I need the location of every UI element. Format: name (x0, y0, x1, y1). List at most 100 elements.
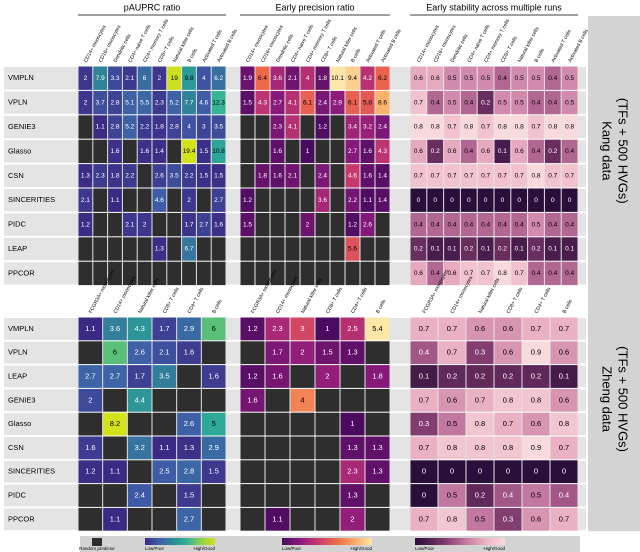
cell-value: 2 (300, 348, 304, 357)
cell-value: 0.1 (498, 148, 507, 155)
cell-value: 2.9 (184, 324, 194, 333)
cell-value: 0 (506, 467, 510, 476)
random-cell (152, 484, 177, 507)
random-cell (103, 436, 127, 460)
cell-value: 2 (84, 99, 88, 106)
cell-value: 1.3 (184, 443, 194, 452)
heat-cell (196, 90, 211, 115)
cell-value: 0.4 (498, 75, 507, 82)
cell-value: 2 (158, 75, 162, 82)
cell-value: 1.6 (208, 371, 218, 380)
cell-value: 1.1 (110, 197, 119, 204)
heat-cell (460, 139, 477, 164)
heat-cell (122, 66, 137, 90)
heat-cell (182, 115, 196, 139)
heat-cell (466, 460, 494, 484)
cell-value: 8.2 (110, 419, 120, 428)
cell-value: 0.6 (447, 395, 457, 404)
random-cell (122, 188, 137, 212)
cell-value: 2.7 (85, 371, 95, 380)
random-cell (330, 164, 345, 188)
cell-value: 9.4 (348, 75, 357, 82)
cell-value: 0.4 (481, 221, 490, 228)
random-cell (103, 388, 127, 412)
cell-value: 0.2 (548, 148, 557, 155)
heat-cell (494, 388, 522, 412)
heat-cell (300, 212, 315, 237)
heat-cell (182, 212, 196, 237)
heat-cell (528, 66, 544, 90)
random-cell (152, 261, 167, 286)
cell-value: 2.1 (81, 197, 90, 204)
heat-cell (137, 90, 152, 115)
cell-value: 1.6 (85, 443, 95, 452)
cell-value: 1.7 (134, 371, 144, 380)
cell-value: 0.8 (475, 443, 485, 452)
heat-cell (528, 237, 544, 261)
random-cell (300, 115, 315, 139)
heat-cell (561, 139, 578, 164)
cell-value: 0 (467, 197, 471, 204)
cell-value: 3.4 (348, 124, 357, 131)
cell-value: 0.4 (565, 270, 574, 277)
cell-value: 0.6 (531, 514, 541, 523)
cell-value: 2.8 (170, 124, 179, 131)
heat-cell (290, 341, 315, 365)
cell-value: 1.6 (214, 221, 223, 228)
heat-cell (93, 90, 108, 115)
cell-value: 0.8 (414, 124, 423, 131)
heat-cell (410, 115, 427, 139)
heat-cell (444, 90, 460, 115)
heat-cell (152, 460, 177, 484)
random-cell (137, 188, 152, 212)
legend-high: High/Good (350, 546, 372, 551)
heat-cell (137, 139, 152, 164)
random-cell (255, 212, 270, 237)
random-cell (255, 139, 270, 164)
heat-cell (444, 212, 460, 237)
cell-value: 0.6 (531, 419, 541, 428)
heat-cell (550, 507, 578, 531)
cell-value: 0.7 (447, 124, 456, 131)
heat-cell (544, 90, 561, 115)
cell-value: 0.8 (464, 124, 473, 131)
random-cell (240, 412, 265, 436)
random-cell (290, 484, 315, 507)
cell-value: 2.7 (273, 99, 282, 106)
random-cell (78, 412, 103, 436)
cell-value: 1.6 (140, 148, 149, 155)
random-cell (285, 139, 300, 164)
heat-cell (410, 460, 438, 484)
row-label: Glasso (8, 146, 31, 155)
heat-cell (255, 90, 270, 115)
heat-cell (522, 412, 550, 436)
heat-cell (78, 66, 93, 90)
cell-value: 0.7 (503, 419, 513, 428)
heat-cell (201, 317, 226, 341)
heat-cell (410, 237, 427, 261)
cell-value: 2.3 (96, 173, 105, 180)
random-cell (300, 261, 315, 286)
random-cell (211, 237, 226, 261)
heat-cell (182, 66, 196, 90)
cell-value: 0.6 (431, 75, 440, 82)
cell-value: 0.4 (548, 75, 557, 82)
heat-cell (240, 212, 255, 237)
random-cell (177, 365, 201, 388)
heat-cell (550, 341, 578, 365)
row-label: VPLN (8, 98, 28, 107)
cell-value: 1.9 (243, 75, 252, 82)
random-cell (201, 341, 226, 365)
cell-value: 4 (187, 124, 191, 131)
heat-cell (182, 90, 196, 115)
column-label: CD4+ T cells (350, 286, 369, 314)
heat-cell (127, 341, 152, 365)
column-label: CD8+ T cells (500, 35, 519, 63)
cell-value: 3 (300, 324, 304, 333)
cell-value: 0.2 (464, 246, 473, 253)
cell-value: 10.8 (212, 148, 225, 155)
random-cell (240, 139, 255, 164)
heat-cell (270, 90, 285, 115)
random-cell (330, 188, 345, 212)
heat-cell (330, 66, 345, 90)
